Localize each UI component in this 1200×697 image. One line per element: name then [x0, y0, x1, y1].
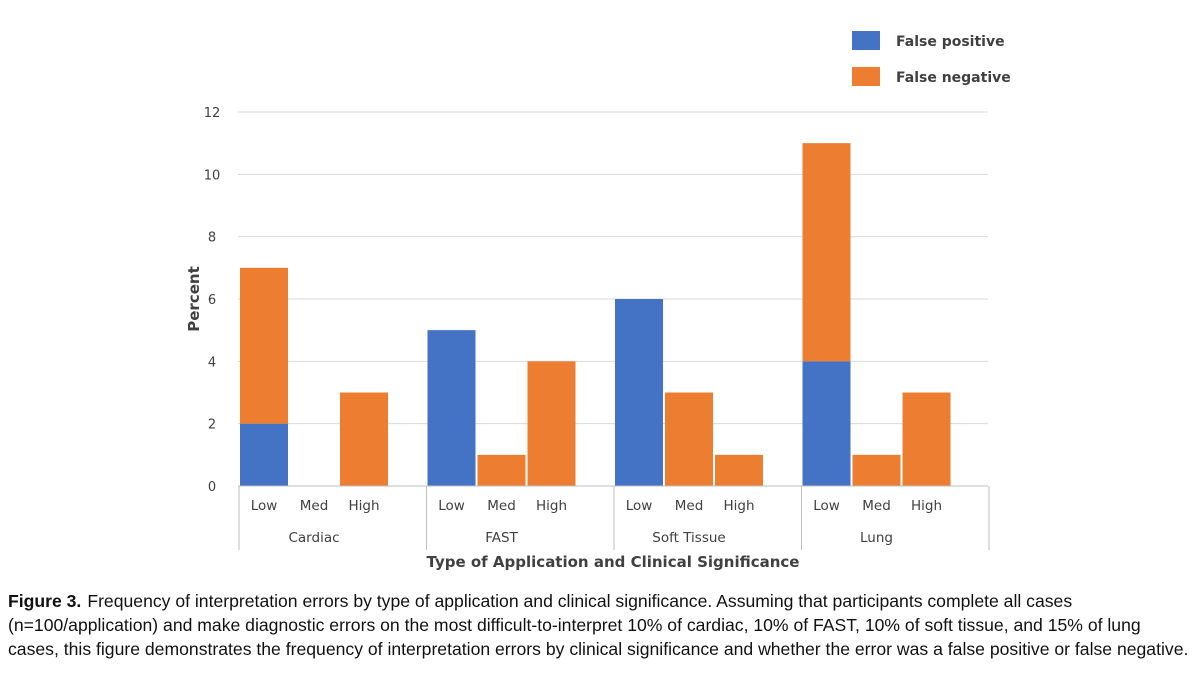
x-tick-label-soft-tissue-med: Med — [675, 498, 704, 514]
y-tick-label-8: 8 — [208, 231, 216, 246]
x-tick-label-cardiac-high: High — [349, 498, 380, 514]
x-axis: Low Med High Cardiac Low Med High FAST Low Med Hig… — [238, 485, 990, 550]
y-axis-ticks: 0 2 4 6 8 10 12 — [204, 106, 221, 495]
bar-fast-med-false-negative — [477, 454, 526, 486]
legend: False positive False negative — [852, 31, 1011, 86]
y-tick-label-6: 6 — [208, 293, 216, 308]
y-tick-label-10: 10 — [204, 168, 221, 183]
legend-swatch-false-positive — [852, 31, 880, 50]
x-tick-label-cardiac-med: Med — [300, 498, 329, 514]
x-axis-title: Type of Application and Clinical Signifi… — [427, 553, 800, 571]
x-tick-label-soft-tissue-high: High — [724, 498, 755, 514]
figure-label: Figure 3. — [8, 591, 82, 611]
legend-swatch-false-negative — [852, 67, 880, 86]
y-axis-title: Percent — [185, 266, 203, 331]
x-tick-label-lung-high: High — [911, 498, 942, 514]
bar-cardiac-high-false-negative — [340, 392, 389, 486]
y-tick-label-12: 12 — [204, 106, 221, 121]
bar-lung-low-false-positive — [802, 361, 851, 486]
group-label-cardiac: Cardiac — [288, 530, 339, 546]
x-tick-label-fast-med: Med — [487, 498, 516, 514]
x-tick-label-fast-high: High — [536, 498, 567, 514]
y-tick-label-2: 2 — [208, 418, 216, 433]
legend-label-false-negative: False negative — [896, 70, 1011, 86]
x-tick-label-soft-tissue-low: Low — [626, 498, 653, 514]
stacked-bar-chart: 0 2 4 6 8 10 12 Low Med High Cardiac Low Med High FAS… — [185, 31, 1011, 571]
x-tick-label-cardiac-low: Low — [251, 498, 278, 514]
y-tick-label-4: 4 — [208, 355, 216, 370]
x-tick-label-lung-med: Med — [862, 498, 891, 514]
legend-label-false-positive: False positive — [896, 34, 1005, 50]
bar-fast-high-false-negative — [527, 361, 576, 486]
bar-cardiac-low-false-negative — [240, 267, 289, 424]
bar-lung-high-false-negative — [902, 392, 951, 486]
group-label-lung: Lung — [860, 530, 893, 546]
group-label-soft-tissue: Soft Tissue — [652, 530, 725, 546]
group-label-fast: FAST — [485, 530, 518, 546]
x-tick-label-lung-low: Low — [813, 498, 840, 514]
bar-cardiac-low-false-positive — [240, 423, 289, 486]
bar-lung-med-false-negative — [852, 454, 901, 486]
bar-fast-low-false-positive — [427, 330, 476, 486]
y-tick-label-0: 0 — [208, 480, 216, 495]
bar-soft-tissue-med-false-negative — [665, 392, 714, 486]
figure-caption-text: Frequency of interpretation errors by ty… — [8, 591, 1189, 659]
x-tick-label-fast-low: Low — [438, 498, 465, 514]
bar-soft-tissue-low-false-positive — [615, 299, 664, 486]
bar-soft-tissue-high-false-negative — [715, 454, 764, 486]
figure-caption: Figure 3. Frequency of interpretation err… — [8, 589, 1194, 661]
bars — [240, 143, 951, 486]
bar-lung-low-false-negative — [802, 143, 851, 362]
